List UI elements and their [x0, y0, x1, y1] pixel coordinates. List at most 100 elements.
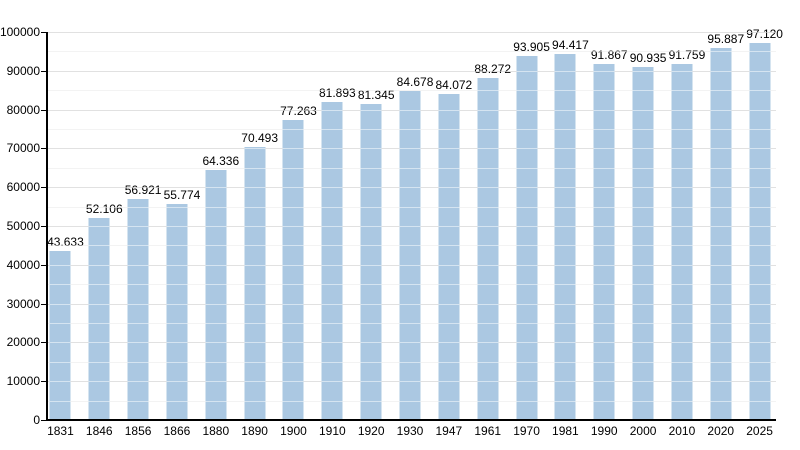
bar-value-label: 90.935 [629, 51, 667, 66]
x-tick-label: 2000 [629, 424, 657, 438]
y-tick-mark [41, 303, 46, 305]
plot-area: 43.633 52.106 56.921 55.774 64.336 70.493 77.2… [46, 28, 783, 420]
bar-value-label: 81.345 [357, 88, 395, 103]
x-tick-label: 2020 [707, 424, 735, 438]
y-tick-mark [41, 148, 46, 150]
x-tick-label: 2025 [746, 424, 773, 438]
bar-slot: 81.345 [352, 32, 395, 420]
x-tick-label: 1970 [513, 424, 540, 438]
x-tick-label: 1930 [396, 424, 424, 438]
x-tick-label: 1990 [590, 424, 618, 438]
minor-gridline-overlay [46, 284, 776, 286]
y-tick-mark [41, 226, 46, 227]
y-tick-label: 50000 [6, 219, 40, 233]
bar [632, 67, 654, 420]
y-tick-label: 20000 [6, 335, 40, 350]
bar [166, 203, 188, 420]
bar-slot: 84.678 [391, 32, 433, 420]
x-axis-line [46, 419, 776, 421]
x-tick-label: 1866 [163, 424, 191, 438]
bar [399, 91, 421, 420]
bar-value-label: 81.893 [318, 86, 356, 101]
bar [205, 170, 227, 420]
x-tick-label: 1961 [474, 424, 502, 438]
y-tick-label: 10000 [6, 374, 40, 389]
x-tick-label: 1846 [85, 424, 113, 438]
bar-slot: 95.887 [701, 32, 744, 420]
bar-slot: 93.905 [507, 32, 550, 420]
bar [516, 55, 538, 420]
bar-value-label: 55.774 [163, 187, 201, 202]
major-gridline-overlay [46, 32, 776, 33]
bar-value-label: 56.921 [124, 183, 162, 198]
y-tick-label: 100000 [0, 25, 40, 39]
major-gridline-overlay [46, 187, 776, 189]
bar-slot: 64.336 [196, 32, 239, 420]
bar-slot: 70.493 [235, 32, 278, 420]
x-tick-label: 1920 [357, 424, 385, 438]
bar [321, 102, 343, 420]
bar-slot: 55.774 [158, 32, 200, 420]
major-gridline-overlay [46, 303, 776, 305]
bar-value-label: 91.867 [590, 47, 628, 62]
major-gridline-overlay [46, 226, 776, 227]
bars-container: 43.633 52.106 56.921 55.774 64.336 70.493 77.2… [41, 28, 783, 420]
bar [477, 77, 499, 420]
bar-value-label: 84.678 [396, 75, 434, 90]
y-tick-mark [41, 187, 46, 189]
x-tick-label: 1947 [435, 424, 463, 438]
y-tick-mark [41, 70, 46, 72]
bar [49, 250, 71, 420]
y-tick-label: 80000 [6, 102, 40, 117]
bar-value-label: 95.887 [707, 31, 745, 46]
y-tick-mark [41, 381, 46, 383]
y-axis-line [46, 32, 48, 420]
y-tick-label: 70000 [6, 141, 40, 156]
bar-slot: 97.120 [740, 28, 783, 420]
x-tick-label: 1856 [124, 424, 152, 438]
minor-gridline-overlay [46, 361, 776, 363]
bar-slot: 43.633 [41, 32, 84, 420]
x-tick-label: 1910 [318, 424, 346, 438]
bar [710, 47, 732, 420]
bar-value-label: 77.263 [280, 104, 317, 119]
bar-slot: 56.921 [119, 32, 161, 420]
bar-value-label: 94.417 [552, 37, 589, 52]
major-gridline-overlay [46, 148, 776, 150]
x-tick-label: 1880 [202, 424, 230, 438]
minor-gridline-overlay [46, 129, 776, 130]
x-tick-label: 1890 [241, 424, 268, 438]
bar-value-label: 64.336 [202, 154, 240, 169]
x-axis-labels: 1831 1846 1856 1866 1880 1890 1900 1910 1920 1930… [41, 424, 779, 438]
minor-gridline-overlay [46, 245, 776, 247]
minor-gridline-overlay [46, 400, 776, 402]
minor-gridline-overlay [46, 323, 776, 324]
bar [244, 146, 266, 420]
major-gridline-overlay [46, 70, 776, 72]
minor-gridline-overlay [46, 51, 776, 53]
bar-value-label: 97.120 [746, 27, 783, 42]
minor-gridline-overlay [46, 206, 776, 208]
x-tick-label: 1981 [552, 424, 579, 438]
y-tick-label: 40000 [6, 257, 40, 272]
gridlines-overlay [46, 32, 776, 420]
bar [438, 93, 460, 420]
y-tick-mark [41, 109, 46, 111]
bar-slot: 91.867 [585, 32, 628, 420]
bar [282, 120, 304, 420]
x-tick-label: 1831 [47, 424, 74, 438]
major-gridline-overlay [46, 342, 776, 344]
bar-value-label: 93.905 [513, 39, 550, 54]
bar [88, 217, 110, 420]
bar-slot: 52.106 [80, 32, 123, 420]
bar-value-label: 52.106 [85, 201, 123, 216]
bar [671, 63, 693, 420]
major-gridline-overlay [46, 264, 776, 266]
bar-slot: 77.263 [274, 32, 317, 420]
bar [127, 199, 149, 420]
bar-value-label: 43.633 [47, 234, 84, 249]
minor-gridline-overlay [46, 167, 776, 169]
bar-slot: 81.893 [313, 32, 356, 420]
bar [360, 104, 382, 420]
